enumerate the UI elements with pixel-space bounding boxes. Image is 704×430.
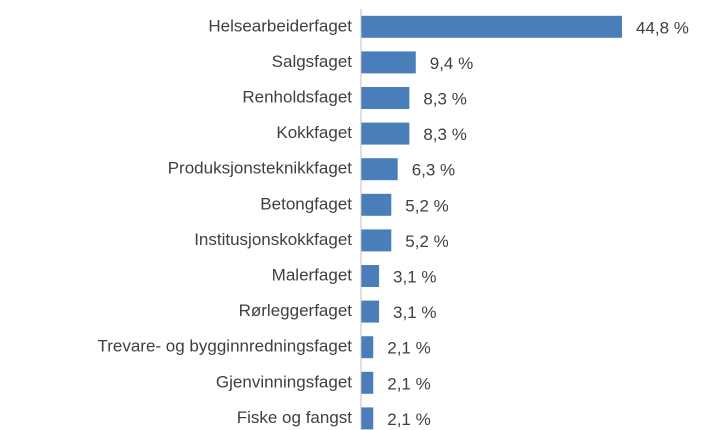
value-label: 5,2 %: [405, 196, 448, 215]
value-label: 3,1 %: [393, 303, 436, 322]
category-label: Kokkfaget: [276, 123, 352, 142]
value-label: 2,1 %: [387, 339, 430, 358]
category-label: Renholdsfaget: [242, 87, 352, 106]
category-label: Produksjonsteknikkfaget: [168, 159, 353, 178]
value-label: 2,1 %: [387, 374, 430, 393]
bar: [361, 300, 380, 323]
value-label: 6,3 %: [412, 161, 455, 180]
value-label: 2,1 %: [387, 410, 430, 429]
value-label: 8,3 %: [423, 89, 466, 108]
value-label: 3,1 %: [393, 267, 436, 286]
value-label: 8,3 %: [423, 125, 466, 144]
bar: [361, 229, 392, 252]
value-label: 5,2 %: [405, 232, 448, 251]
value-label: 44,8 %: [636, 18, 689, 37]
bar: [361, 193, 392, 216]
bar: [361, 87, 410, 109]
bar: [361, 371, 374, 394]
bar: [361, 336, 374, 359]
category-label: Gjenvinningsfaget: [216, 372, 352, 391]
bar: [361, 51, 416, 74]
category-label: Betongfaget: [260, 194, 352, 213]
category-label: Malerfaget: [272, 265, 353, 284]
category-label: Salgsfaget: [272, 52, 353, 71]
bar: [361, 265, 380, 287]
category-label: Helsearbeiderfaget: [208, 16, 352, 35]
bar: [361, 122, 410, 145]
category-label: Trevare- og bygginnredningsfaget: [97, 337, 352, 356]
bar: [361, 158, 398, 181]
category-label: Fiske og fangst: [237, 408, 353, 427]
category-label: Rørleggerfaget: [239, 301, 353, 320]
bar: [361, 15, 622, 38]
bar: [361, 407, 374, 430]
value-label: 9,4 %: [430, 54, 473, 73]
category-label: Institusjonskokkfaget: [194, 230, 352, 249]
